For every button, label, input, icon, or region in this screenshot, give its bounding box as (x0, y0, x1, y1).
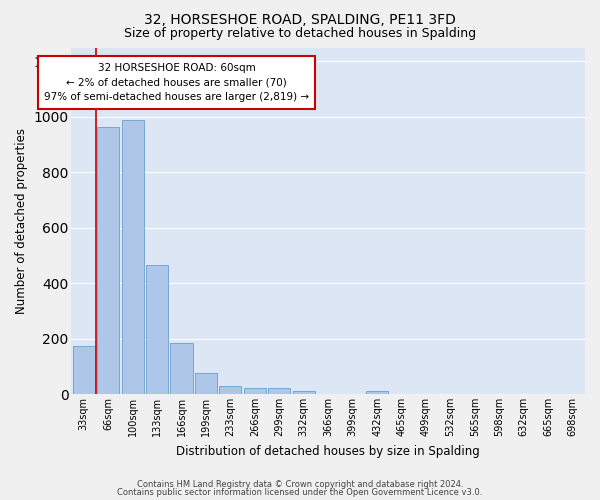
Bar (97, 126, 119, 394)
Y-axis label: Number of detached properties: Number of detached properties (15, 128, 28, 314)
Bar (195, 373, 217, 394)
X-axis label: Distribution of detached houses by size in Spalding: Distribution of detached houses by size … (176, 444, 480, 458)
Bar (170, 342, 193, 394)
Bar (220, 386, 241, 394)
Bar (122, 120, 143, 394)
Bar (244, 388, 266, 394)
Text: Contains public sector information licensed under the Open Government Licence v3: Contains public sector information licen… (118, 488, 482, 497)
Bar (146, 265, 168, 394)
Bar (268, 388, 290, 394)
Text: Contains HM Land Registry data © Crown copyright and database right 2024.: Contains HM Land Registry data © Crown c… (137, 480, 463, 489)
Text: Size of property relative to detached houses in Spalding: Size of property relative to detached ho… (124, 28, 476, 40)
Bar (73, 346, 95, 394)
Text: 32 HORSESHOE ROAD: 60sqm
← 2% of detached houses are smaller (70)
97% of semi-de: 32 HORSESHOE ROAD: 60sqm ← 2% of detache… (44, 62, 309, 102)
Bar (366, 390, 388, 394)
Bar (293, 390, 315, 394)
Text: 32, HORSESHOE ROAD, SPALDING, PE11 3FD: 32, HORSESHOE ROAD, SPALDING, PE11 3FD (144, 12, 456, 26)
